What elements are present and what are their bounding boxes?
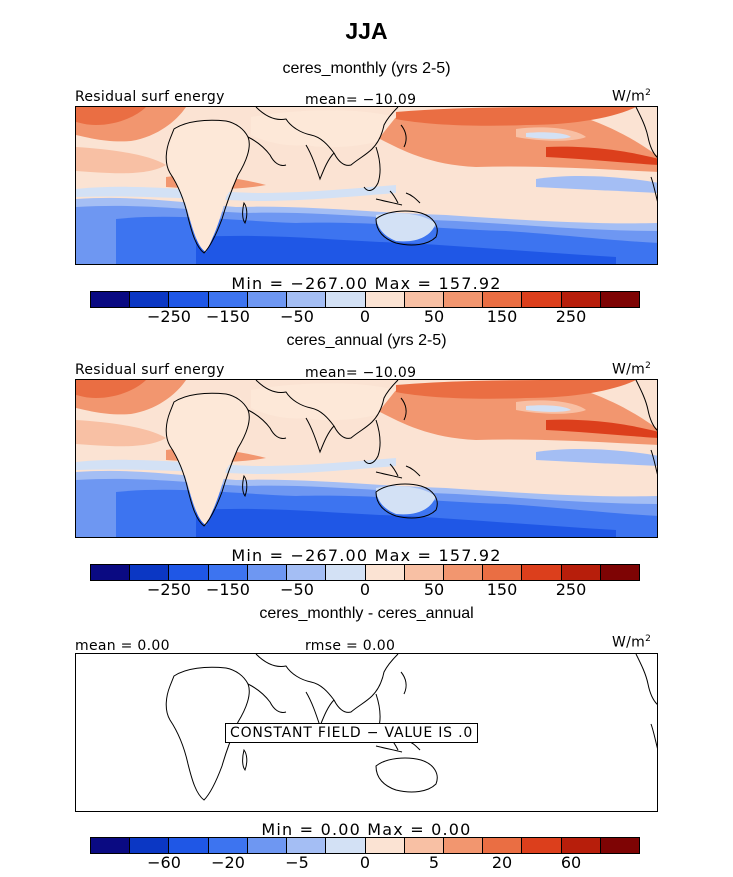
- colorbar-swatch: [522, 565, 562, 580]
- colorbar-swatch: [326, 292, 366, 307]
- colorbar-swatch: [522, 838, 562, 853]
- panel-2-colorbar: [90, 564, 640, 581]
- colorbar-swatch: [130, 292, 170, 307]
- panel-2-minmax: Min = −267.00 Max = 157.92: [231, 546, 502, 565]
- figure-title: JJA: [345, 18, 388, 44]
- colorbar-swatch: [483, 292, 523, 307]
- panel-2-tick: −50: [280, 580, 314, 599]
- panel-1-tick: 0: [359, 307, 371, 326]
- panel-3-tick: 0: [359, 853, 371, 872]
- constant-field-note: CONSTANT FIELD − VALUE IS .0: [225, 723, 479, 743]
- panel-2-tick: 0: [359, 580, 371, 599]
- panel-3-units: W/m2: [612, 634, 652, 651]
- colorbar-swatch: [600, 292, 640, 307]
- colorbar-swatch: [443, 565, 484, 580]
- colorbar-swatch: [404, 838, 444, 853]
- panel-1-tick: −150: [206, 307, 250, 326]
- panel-2-tick: −250: [147, 580, 191, 599]
- colorbar-swatch: [287, 292, 327, 307]
- colorbar-swatch: [404, 565, 444, 580]
- colorbar-swatch: [443, 838, 484, 853]
- colorbar-swatch: [169, 565, 209, 580]
- panel-3-tick: −20: [211, 853, 245, 872]
- colorbar-swatch: [404, 292, 444, 307]
- panel-1-title: ceres_monthly (yrs 2-5): [282, 60, 451, 77]
- panel-3-tick: 20: [491, 853, 513, 872]
- panel-1-variable-label: Residual surf energy: [75, 89, 225, 105]
- panel-3-rmse-label: rmse = 0.00: [305, 638, 396, 654]
- panel-2-variable-label: Residual surf energy: [75, 362, 225, 378]
- colorbar-swatch: [443, 292, 484, 307]
- panel-2-units: W/m2: [612, 361, 652, 378]
- panel-1-units: W/m2: [612, 88, 652, 105]
- colorbar-swatch: [365, 292, 405, 307]
- panel-1-tick: 250: [555, 307, 587, 326]
- panel-2-tick: 50: [423, 580, 445, 599]
- panel-2-title: ceres_annual (yrs 2-5): [286, 332, 447, 349]
- colorbar-swatch: [91, 838, 131, 853]
- panel-3-tick: −60: [147, 853, 181, 872]
- panel-2-tick: 250: [555, 580, 587, 599]
- colorbar-swatch: [287, 838, 327, 853]
- panel-3-tick: 60: [560, 853, 582, 872]
- colorbar-swatch: [247, 565, 288, 580]
- panel-1-minmax: Min = −267.00 Max = 157.92: [231, 274, 502, 293]
- colorbar-swatch: [91, 565, 131, 580]
- colorbar-swatch: [91, 292, 131, 307]
- panel-1-colorbar: [90, 291, 640, 308]
- panel-1-map: [75, 106, 658, 265]
- panel-3-colorbar: [90, 837, 640, 854]
- panel-3-minmax: Min = 0.00 Max = 0.00: [261, 820, 472, 839]
- colorbar-swatch: [247, 838, 288, 853]
- panel-1-tick: −250: [147, 307, 191, 326]
- panel-1-tick: −50: [280, 307, 314, 326]
- panel-3-tick: 5: [428, 853, 440, 872]
- colorbar-swatch: [130, 838, 170, 853]
- panel-2-map: [75, 379, 658, 538]
- colorbar-swatch: [326, 838, 366, 853]
- colorbar-swatch: [208, 292, 248, 307]
- colorbar-swatch: [561, 292, 601, 307]
- panel-3-title: ceres_monthly - ceres_annual: [259, 605, 474, 622]
- colorbar-swatch: [169, 292, 209, 307]
- colorbar-swatch: [247, 292, 288, 307]
- colorbar-swatch: [600, 838, 640, 853]
- colorbar-swatch: [522, 292, 562, 307]
- colorbar-swatch: [130, 565, 170, 580]
- panel-2-tick: −150: [206, 580, 250, 599]
- colorbar-swatch: [561, 565, 601, 580]
- panel-1-tick: 150: [486, 307, 518, 326]
- colorbar-swatch: [208, 838, 248, 853]
- colorbar-swatch: [561, 838, 601, 853]
- colorbar-swatch: [287, 565, 327, 580]
- colorbar-swatch: [169, 838, 209, 853]
- colorbar-swatch: [365, 838, 405, 853]
- colorbar-swatch: [326, 565, 366, 580]
- colorbar-swatch: [483, 565, 523, 580]
- panel-2-mean-label: mean= −10.09: [305, 365, 417, 381]
- panel-3-mean-label: mean = 0.00: [75, 638, 170, 654]
- panel-3-tick: −5: [285, 853, 309, 872]
- colorbar-swatch: [600, 565, 640, 580]
- colorbar-swatch: [365, 565, 405, 580]
- colorbar-swatch: [483, 838, 523, 853]
- panel-1-tick: 50: [423, 307, 445, 326]
- colorbar-swatch: [208, 565, 248, 580]
- panel-2-tick: 150: [486, 580, 518, 599]
- panel-1-mean-label: mean= −10.09: [305, 92, 417, 108]
